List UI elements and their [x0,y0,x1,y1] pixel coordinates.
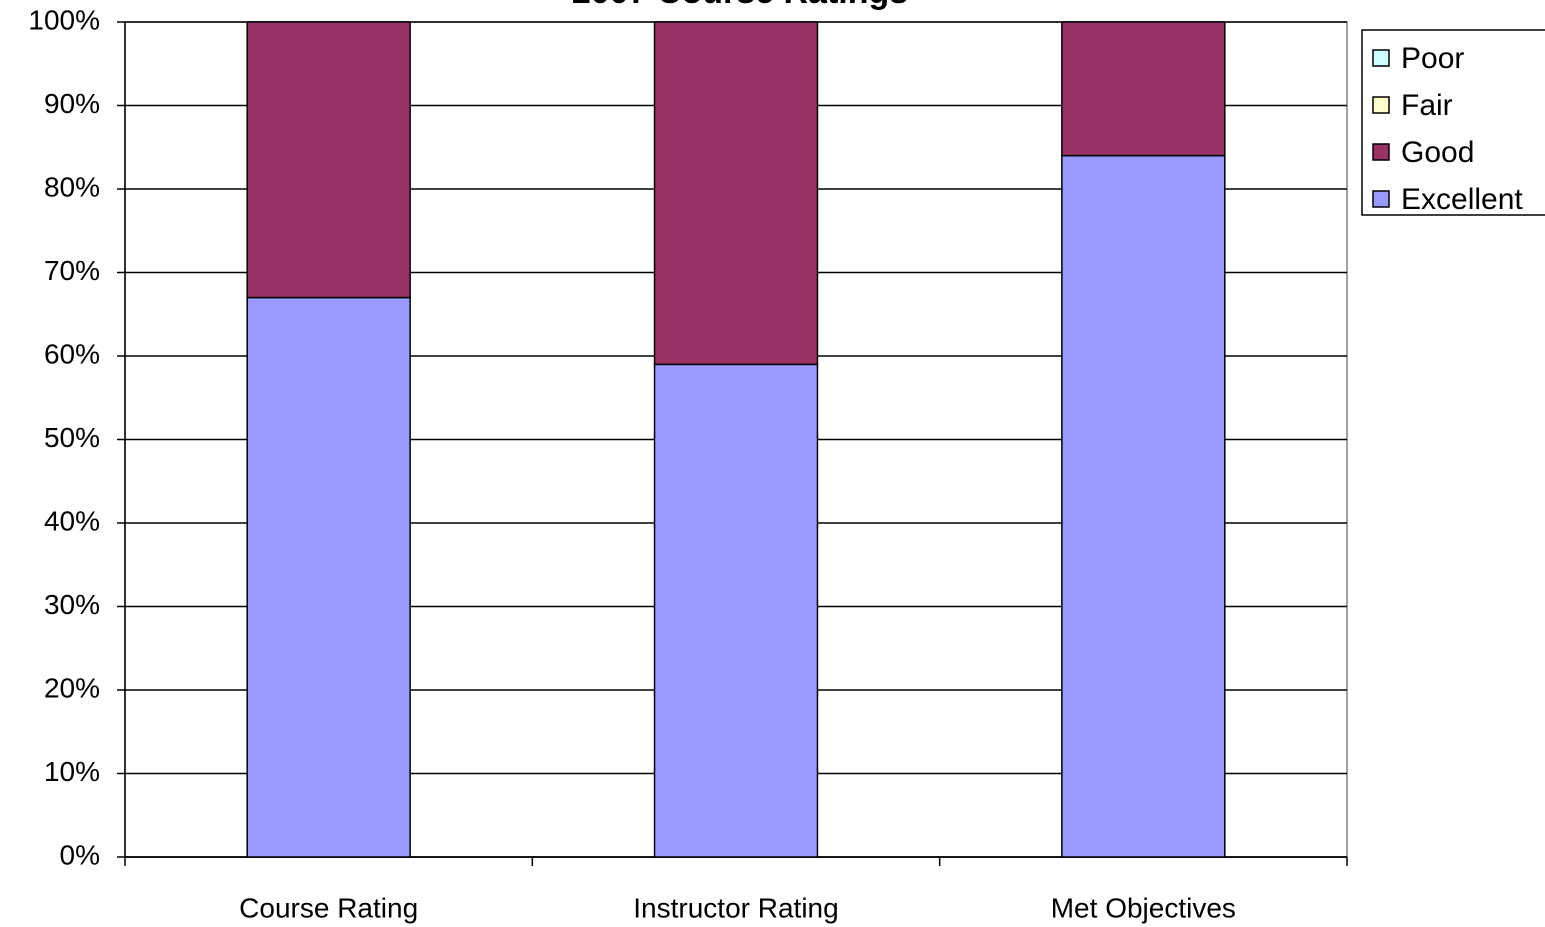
x-tick-label: Course Rating [239,892,418,923]
bar-segment [653,363,819,858]
y-tick-label: 40% [44,505,100,536]
y-tick-label: 80% [44,171,100,202]
legend-box [1361,29,1545,216]
bar-segment [246,21,411,299]
y-tick-label: 90% [44,88,100,119]
legend-label: Good [1401,136,1474,169]
x-tick-label: Met Objectives [1051,892,1236,923]
legend-swatch [1372,190,1390,208]
bar-segment [246,296,411,858]
legend-swatch [1372,49,1390,67]
bar-segment [1061,154,1226,858]
y-tick-label: 100% [28,4,100,35]
legend-swatch [1372,96,1390,114]
legend-label: Poor [1401,42,1464,75]
y-tick-label: 70% [44,255,100,286]
legend-swatch [1372,143,1390,161]
y-tick-label: 60% [44,338,100,369]
legend-label: Excellent [1401,183,1523,216]
y-tick-label: 20% [44,672,100,703]
y-tick-label: 50% [44,422,100,453]
y-tick-label: 30% [44,589,100,620]
y-tick-label: 0% [60,839,100,870]
bar-segment [1061,21,1226,157]
x-tick-label: Instructor Rating [633,892,838,923]
legend-label: Fair [1401,89,1453,122]
y-tick-label: 10% [44,756,100,787]
chart-title: 2007 Course Ratings [572,0,908,11]
bar-segment [653,21,819,366]
